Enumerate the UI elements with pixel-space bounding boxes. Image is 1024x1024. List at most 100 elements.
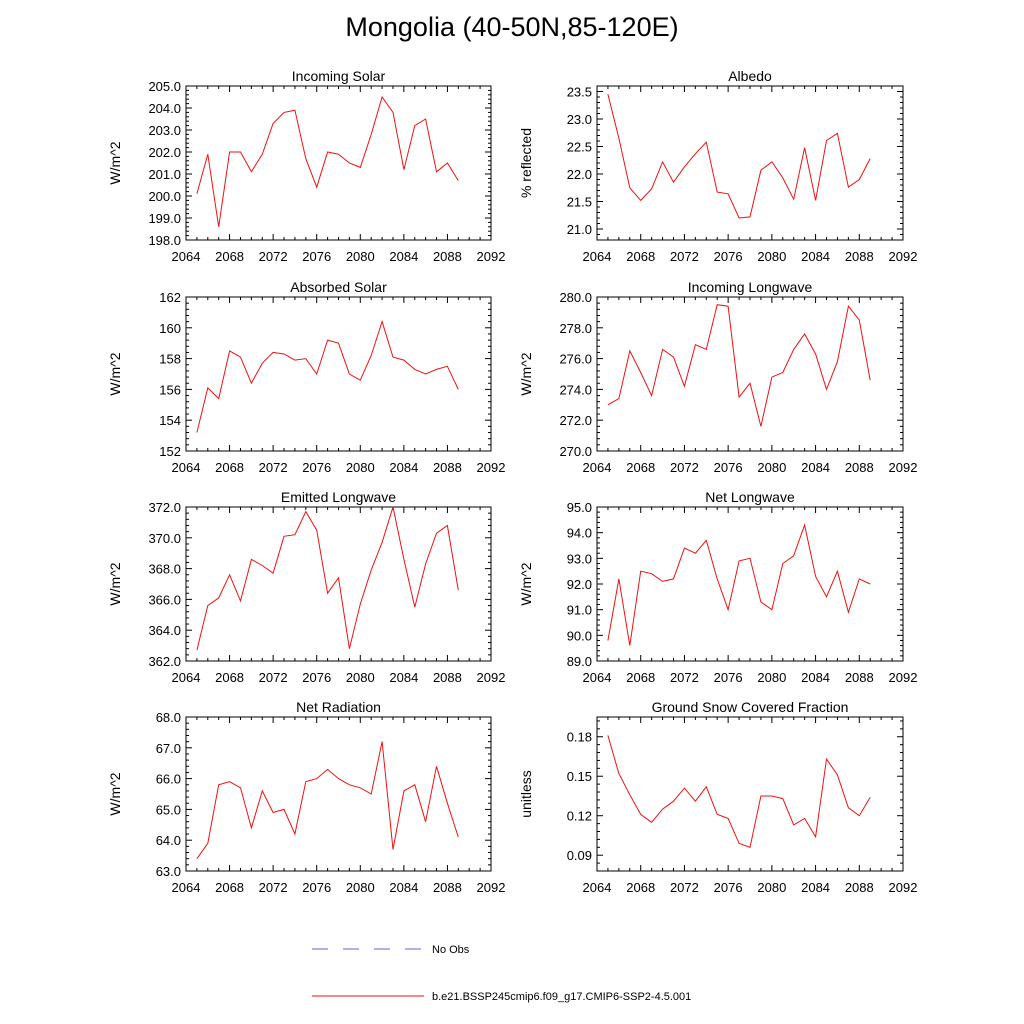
x-tick-label: 2076 bbox=[714, 880, 743, 895]
x-tick-label: 2076 bbox=[714, 670, 743, 685]
series-line bbox=[607, 304, 871, 427]
y-tick-label: 199.0 bbox=[148, 211, 181, 226]
y-tick-label: 95.0 bbox=[567, 500, 592, 515]
plot-frame bbox=[185, 296, 492, 452]
x-tick-label: 2092 bbox=[477, 249, 506, 264]
y-tick-label: 202.0 bbox=[148, 145, 181, 160]
y-tick-label: 280.0 bbox=[559, 290, 592, 305]
y-tick-label: 63.0 bbox=[156, 864, 181, 879]
x-tick-label: 2068 bbox=[626, 249, 655, 264]
y-tick-label: 0.18 bbox=[567, 730, 592, 745]
y-tick-label: 278.0 bbox=[559, 321, 592, 336]
y-tick-label: 364.0 bbox=[148, 623, 181, 638]
y-axis-label: W/m^2 bbox=[518, 562, 534, 605]
x-tick-label: 2084 bbox=[389, 249, 418, 264]
x-tick-label: 2080 bbox=[757, 670, 786, 685]
y-tick-label: 91.0 bbox=[567, 603, 592, 618]
x-tick-label: 2076 bbox=[302, 460, 331, 475]
x-tick-label: 2092 bbox=[477, 880, 506, 895]
series-line bbox=[196, 741, 459, 859]
x-tick-label: 2064 bbox=[172, 670, 201, 685]
y-tick-label: 200.0 bbox=[148, 189, 181, 204]
y-tick-label: 67.0 bbox=[156, 741, 181, 756]
x-tick-label: 2068 bbox=[626, 460, 655, 475]
figure-title: Mongolia (40-50N,85-120E) bbox=[345, 12, 679, 42]
panel-ground-snow-covered-fraction: Ground Snow Covered Fraction unitless 2064… bbox=[518, 699, 917, 895]
x-tick-label: 2092 bbox=[889, 880, 918, 895]
panel-net-longwave: Net Longwave W/m^2 2064 2068 2072 2076 2080 208… bbox=[518, 489, 917, 685]
series-line bbox=[196, 319, 459, 433]
y-tick-label: 66.0 bbox=[156, 772, 181, 787]
series-line bbox=[196, 506, 459, 651]
x-tick-label: 2088 bbox=[845, 249, 874, 264]
panel-title: Incoming Longwave bbox=[688, 279, 813, 295]
y-tick-label: 152 bbox=[159, 444, 181, 459]
x-tick-label: 2092 bbox=[889, 460, 918, 475]
x-tick-label: 2084 bbox=[801, 670, 830, 685]
y-tick-label: 21.5 bbox=[567, 195, 592, 210]
x-tick-label: 2092 bbox=[477, 460, 506, 475]
y-tick-label: 362.0 bbox=[148, 654, 181, 669]
y-tick-label: 160 bbox=[159, 321, 181, 336]
x-tick-label: 2064 bbox=[583, 249, 612, 264]
panel-title: Incoming Solar bbox=[292, 68, 386, 84]
x-tick-label: 2092 bbox=[889, 670, 918, 685]
y-axis-label: W/m^2 bbox=[107, 352, 123, 395]
x-tick-label: 2084 bbox=[801, 460, 830, 475]
x-tick-label: 2072 bbox=[259, 670, 288, 685]
x-tick-label: 2084 bbox=[389, 460, 418, 475]
plot-frame bbox=[596, 716, 904, 872]
x-tick-label: 2076 bbox=[302, 670, 331, 685]
y-tick-label: 203.0 bbox=[148, 123, 181, 138]
x-tick-label: 2068 bbox=[626, 670, 655, 685]
x-tick-label: 2088 bbox=[433, 880, 462, 895]
x-tick-label: 2084 bbox=[389, 880, 418, 895]
panel-title: Ground Snow Covered Fraction bbox=[652, 699, 849, 715]
y-axis-label: W/m^2 bbox=[518, 352, 534, 395]
panel-albedo: Albedo % reflected 2064 2068 2072 2076 2080 208… bbox=[518, 68, 917, 264]
x-tick-label: 2080 bbox=[346, 880, 375, 895]
x-tick-label: 2076 bbox=[302, 249, 331, 264]
x-tick-label: 2084 bbox=[801, 249, 830, 264]
panel-title: Albedo bbox=[728, 68, 772, 84]
y-tick-label: 204.0 bbox=[148, 101, 181, 116]
x-tick-label: 2080 bbox=[346, 460, 375, 475]
x-tick-label: 2088 bbox=[433, 249, 462, 264]
y-tick-label: 198.0 bbox=[148, 233, 181, 248]
x-tick-label: 2080 bbox=[757, 460, 786, 475]
y-tick-label: 158 bbox=[159, 352, 181, 367]
x-tick-label: 2088 bbox=[845, 460, 874, 475]
panel-title: Net Radiation bbox=[296, 699, 381, 715]
y-tick-label: 156 bbox=[159, 382, 181, 397]
plot-frame bbox=[185, 506, 492, 662]
y-tick-label: 0.15 bbox=[567, 769, 592, 784]
x-tick-label: 2068 bbox=[626, 880, 655, 895]
x-tick-label: 2076 bbox=[302, 880, 331, 895]
x-tick-label: 2080 bbox=[757, 249, 786, 264]
y-tick-label: 274.0 bbox=[559, 382, 592, 397]
y-tick-label: 368.0 bbox=[148, 562, 181, 577]
y-tick-label: 272.0 bbox=[559, 413, 592, 428]
x-tick-label: 2064 bbox=[172, 460, 201, 475]
x-tick-label: 2076 bbox=[714, 249, 743, 264]
y-axis-label: unitless bbox=[518, 770, 534, 817]
y-tick-label: 68.0 bbox=[156, 710, 181, 725]
plot-frame bbox=[185, 85, 492, 241]
y-tick-label: 21.0 bbox=[567, 222, 592, 237]
y-axis-label: W/m^2 bbox=[107, 772, 123, 815]
y-tick-label: 205.0 bbox=[148, 79, 181, 94]
x-tick-label: 2068 bbox=[215, 670, 244, 685]
panel-title: Net Longwave bbox=[705, 489, 795, 505]
y-tick-label: 23.0 bbox=[567, 112, 592, 127]
y-tick-label: 276.0 bbox=[559, 352, 592, 367]
y-tick-label: 0.12 bbox=[567, 809, 592, 824]
x-tick-label: 2076 bbox=[714, 460, 743, 475]
x-tick-label: 2064 bbox=[583, 670, 612, 685]
y-tick-label: 0.09 bbox=[567, 848, 592, 863]
x-tick-label: 2072 bbox=[259, 460, 288, 475]
x-tick-label: 2072 bbox=[670, 249, 699, 264]
y-tick-label: 94.0 bbox=[567, 526, 592, 541]
panel-net-radiation: Net Radiation W/m^2 2064 2068 2072 2076 2080 20… bbox=[107, 699, 505, 895]
series-line bbox=[607, 523, 871, 646]
